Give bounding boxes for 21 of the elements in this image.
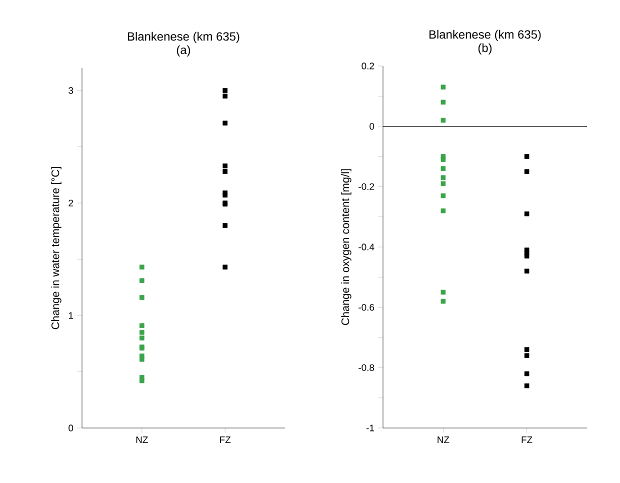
- y-tick-label: -0.4: [358, 244, 374, 250]
- chart-title: Blankenese (km 635): [128, 32, 240, 44]
- y-tick-label: 0: [68, 424, 74, 432]
- x-tick-label: FZ: [220, 436, 231, 444]
- y-axis-title: Change in water temperature [°C]: [51, 167, 62, 330]
- y-tick-label: -0.6: [358, 304, 374, 311]
- y-tick-label: -0.2: [358, 183, 374, 190]
- x-tick-label: NZ: [438, 436, 450, 444]
- y-tick-label: 0: [370, 122, 374, 130]
- y-tick-label: 1: [68, 312, 74, 319]
- y-tick-label: 3: [68, 87, 74, 94]
- chart-title: Blankenese (km 635): [430, 30, 541, 42]
- y-tick-label: 2: [68, 200, 74, 206]
- chart-subtitle: (b): [478, 43, 492, 54]
- x-tick-label: FZ: [522, 436, 532, 444]
- x-tick-label: NZ: [136, 436, 148, 444]
- y-tick-label: 0.2: [362, 62, 374, 70]
- y-tick-label: -1: [366, 424, 374, 432]
- y-axis-title: Change in oxygen content [mg/l]: [341, 169, 352, 326]
- chart-subtitle: (a): [176, 45, 190, 56]
- y-tick-label: -0.8: [358, 364, 374, 372]
